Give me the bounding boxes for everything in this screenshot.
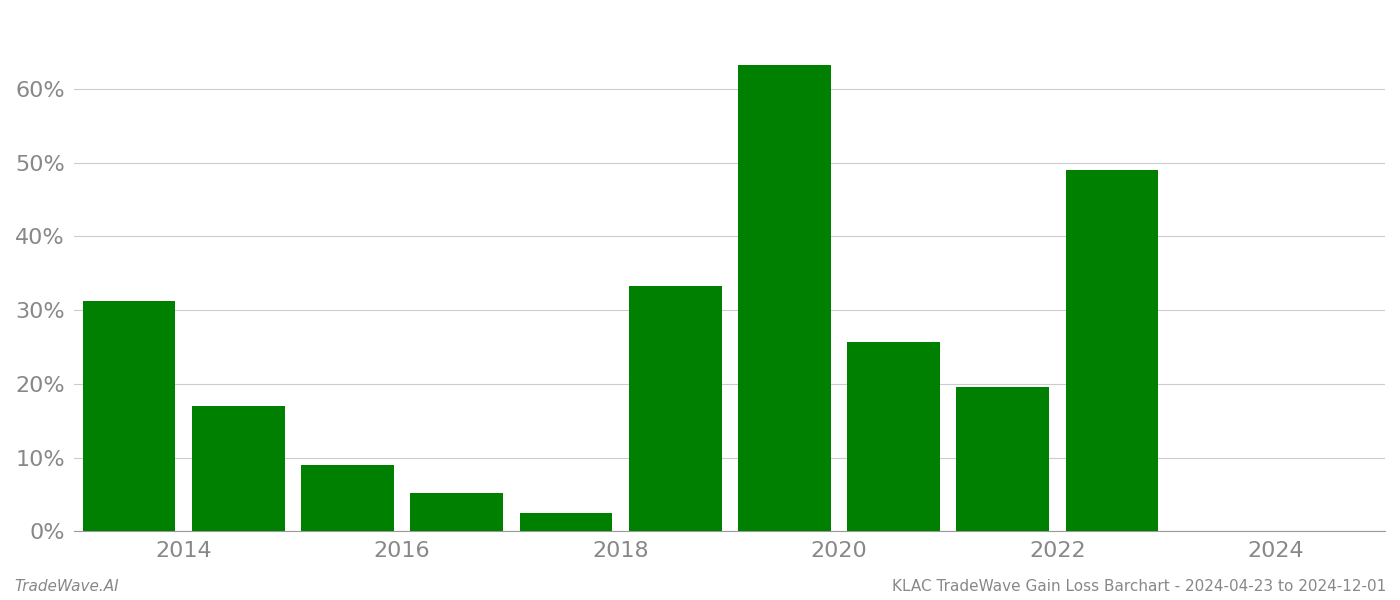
Bar xyxy=(192,406,284,531)
Bar xyxy=(301,465,393,531)
Bar xyxy=(519,513,612,531)
Bar xyxy=(847,343,939,531)
Text: KLAC TradeWave Gain Loss Barchart - 2024-04-23 to 2024-12-01: KLAC TradeWave Gain Loss Barchart - 2024… xyxy=(892,579,1386,594)
Bar xyxy=(83,301,175,531)
Bar xyxy=(1065,170,1158,531)
Text: TradeWave.AI: TradeWave.AI xyxy=(14,579,119,594)
Bar xyxy=(738,65,830,531)
Bar xyxy=(956,388,1049,531)
Bar xyxy=(629,286,721,531)
Bar xyxy=(410,493,503,531)
